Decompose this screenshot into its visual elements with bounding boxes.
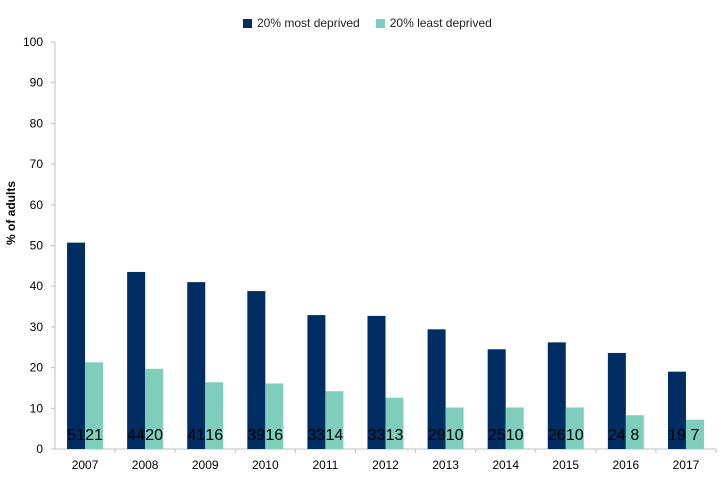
bar-least-deprived <box>625 415 644 449</box>
data-label-most-deprived: 41 <box>187 427 205 444</box>
legend-swatch-least-deprived <box>375 18 385 28</box>
data-label-least-deprived: 16 <box>265 427 283 444</box>
bar-least-deprived <box>385 397 404 449</box>
y-tick-label: 100 <box>23 35 43 49</box>
data-label-least-deprived: 13 <box>386 427 404 444</box>
x-tick-label: 2016 <box>613 458 640 472</box>
y-tick-label: 10 <box>30 401 44 415</box>
data-label-most-deprived: 39 <box>247 427 265 444</box>
data-label-most-deprived: 33 <box>308 427 326 444</box>
data-label-least-deprived: 10 <box>446 427 464 444</box>
bar-most-deprived <box>187 282 206 449</box>
bar-least-deprived <box>145 368 164 449</box>
data-label-least-deprived: 10 <box>506 427 524 444</box>
y-tick-label: 0 <box>36 442 43 456</box>
x-tick-label: 2013 <box>432 458 459 472</box>
x-tick-label: 2010 <box>252 458 279 472</box>
x-tick-label: 2017 <box>673 458 700 472</box>
bar-least-deprived <box>505 407 524 449</box>
data-label-most-deprived: 24 <box>608 427 626 444</box>
bar-most-deprived <box>427 329 446 449</box>
data-label-least-deprived: 8 <box>630 427 639 444</box>
data-label-most-deprived: 29 <box>428 427 446 444</box>
legend: 20% most deprived 20% least deprived <box>243 16 508 30</box>
data-label-most-deprived: 44 <box>127 427 145 444</box>
y-tick-label: 40 <box>30 279 44 293</box>
y-tick-label: 60 <box>30 198 44 212</box>
x-tick-label: 2007 <box>72 458 99 472</box>
y-tick-label: 50 <box>30 239 44 253</box>
y-tick-label: 20 <box>30 361 44 375</box>
x-tick-label: 2015 <box>552 458 579 472</box>
legend-item-least-deprived: 20% least deprived <box>375 16 492 30</box>
y-tick-label: 80 <box>30 116 44 130</box>
data-label-least-deprived: 20 <box>145 427 163 444</box>
x-tick-label: 2008 <box>132 458 159 472</box>
data-label-most-deprived: 19 <box>668 427 686 444</box>
bar-most-deprived <box>247 291 266 449</box>
data-label-most-deprived: 33 <box>368 427 386 444</box>
bar-least-deprived <box>445 407 464 449</box>
bar-most-deprived <box>67 242 86 449</box>
bar-least-deprived <box>685 419 704 449</box>
legend-label-most-deprived: 20% most deprived <box>257 16 360 30</box>
data-label-least-deprived: 7 <box>691 427 700 444</box>
bar-least-deprived <box>265 383 284 449</box>
bar-least-deprived <box>325 391 344 449</box>
bar-most-deprived <box>307 315 326 449</box>
legend-swatch-most-deprived <box>243 18 252 28</box>
data-label-least-deprived: 10 <box>566 427 584 444</box>
bar-most-deprived <box>367 315 386 449</box>
data-label-most-deprived: 26 <box>548 427 566 444</box>
bar-least-deprived <box>205 382 224 449</box>
x-tick-label: 2011 <box>313 458 339 472</box>
bar-most-deprived <box>547 342 566 449</box>
y-tick-label: 90 <box>30 76 44 90</box>
y-tick-label: 30 <box>30 320 44 334</box>
bar-least-deprived <box>85 362 104 449</box>
x-tick-label: 2014 <box>492 458 519 472</box>
data-label-least-deprived: 16 <box>205 427 223 444</box>
bar-most-deprived <box>487 349 506 449</box>
data-label-least-deprived: 14 <box>326 427 344 444</box>
bar-most-deprived <box>667 371 686 449</box>
data-label-most-deprived: 51 <box>67 427 85 444</box>
legend-item-most-deprived: 20% most deprived <box>243 16 360 30</box>
y-tick-label: 70 <box>30 157 44 171</box>
legend-label-least-deprived: 20% least deprived <box>389 16 492 30</box>
bar-most-deprived <box>127 271 146 449</box>
data-label-least-deprived: 21 <box>85 427 103 444</box>
data-label-most-deprived: 25 <box>488 427 506 444</box>
x-tick-label: 2009 <box>192 458 219 472</box>
bar-least-deprived <box>565 407 584 449</box>
bar-most-deprived <box>607 352 626 449</box>
x-tick-label: 2012 <box>372 458 399 472</box>
